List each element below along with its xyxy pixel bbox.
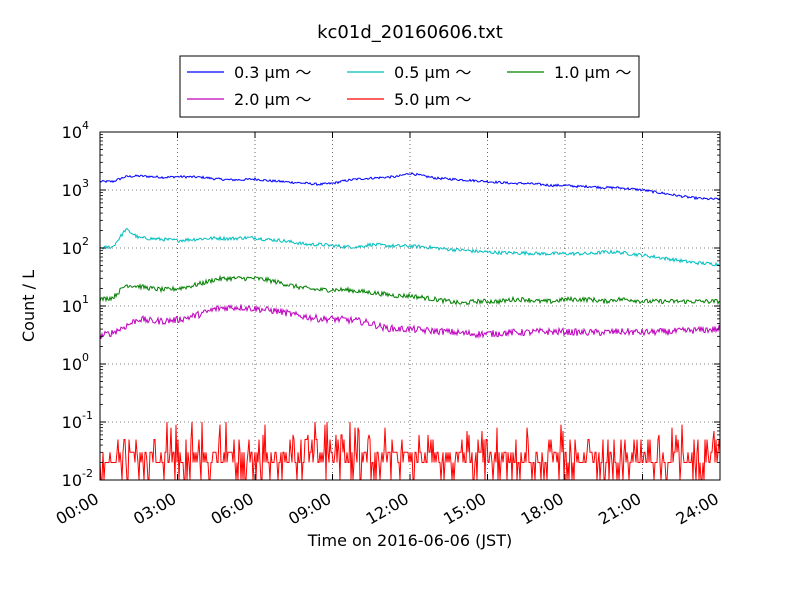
x-axis-label: Time on 2016-06-06 (JST)	[307, 531, 512, 550]
y-tick-label: 10	[62, 471, 82, 490]
series-line-0	[100, 172, 720, 201]
series-line-4	[100, 421, 720, 480]
y-tick-exponent: 0	[82, 351, 89, 364]
series-layer	[100, 172, 720, 480]
y-tick-label: 10	[62, 239, 82, 258]
x-tick-label: 09:00	[285, 489, 334, 529]
legend-label-0: 0.3 μm ～	[234, 63, 311, 82]
y-tick-label: 10	[62, 123, 82, 142]
y-tick-label: 10	[62, 413, 82, 432]
y-tick-exponent: 2	[82, 235, 89, 248]
x-tick-label: 06:00	[208, 489, 257, 529]
y-tick-exponent: -1	[82, 409, 93, 422]
x-tick-label: 03:00	[130, 489, 179, 529]
y-tick-exponent: 3	[82, 177, 89, 190]
series-line-3	[100, 304, 720, 339]
x-tick-label: 18:00	[518, 489, 567, 529]
plot-area: 00:00 03:00 06:00 09:00 12:00 15:00 18:00 21:00…	[53, 119, 722, 529]
legend-label-1: 0.5 μm ～	[394, 63, 471, 82]
legend-label-4: 5.0 μm ～	[394, 90, 471, 109]
series-line-2	[100, 274, 720, 306]
x-tick-label: 21:00	[595, 489, 644, 529]
legend-label-2: 1.0 μm ～	[554, 63, 631, 82]
chart-title: kc01d_20160606.txt	[317, 22, 503, 43]
x-tick-label: 15:00	[440, 489, 489, 529]
y-tick-exponent: 4	[82, 119, 89, 132]
y-tick-exponent: -2	[82, 467, 93, 480]
x-tick-label: 00:00	[53, 489, 102, 529]
legend: 0.3 μm ～ 0.5 μm ～ 1.0 μm ～ 2.0 μm ～ 5.0 μm ～	[179, 55, 640, 118]
y-tick-exponent: 1	[82, 293, 89, 306]
x-tick-label: 24:00	[673, 489, 722, 529]
y-tick-label: 10	[62, 181, 82, 200]
x-tick-label: 12:00	[363, 489, 412, 529]
y-tick-label: 10	[62, 297, 82, 316]
y-axis-label: Count / L	[19, 270, 38, 342]
y-tick-label: 10	[62, 355, 82, 374]
series-line-1	[100, 228, 720, 267]
legend-label-3: 2.0 μm ～	[234, 90, 311, 109]
legend-box	[179, 55, 640, 118]
